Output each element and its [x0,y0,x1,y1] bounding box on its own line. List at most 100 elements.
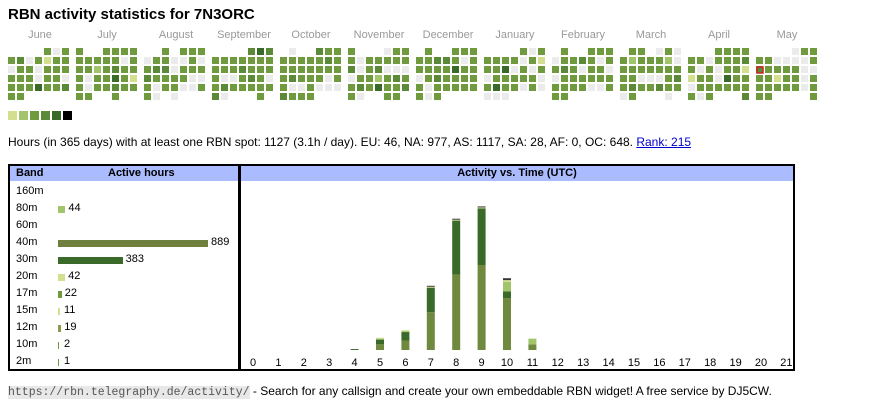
heatmap-day [620,75,627,82]
heatmap-day [212,84,219,91]
heatmap-day [434,75,441,82]
heatmap-day [316,48,323,55]
heatmap-day [629,93,636,100]
heatmap-day [810,75,817,82]
heatmap-day [112,48,119,55]
band-row: 15m 11 [10,302,238,319]
heatmap-day [112,57,119,64]
band-hours-value: 11 [64,304,75,316]
hour-bar-segment [427,287,435,288]
hour-tick-label: 0 [250,357,256,369]
heatmap-day [289,93,296,100]
heatmap-day [44,57,51,64]
heatmap-day [307,75,314,82]
heatmap-day [697,75,704,82]
time-chart-box: Activity vs. Time (UTC) 0 1 2 3 4 5 6 7 8 9 10 11 12… [239,164,795,371]
heatmap-day [597,75,604,82]
heatmap-day [502,75,509,82]
footer-url-link[interactable]: https://rbn.telegraphy.de/activity/ [8,386,250,399]
heatmap-day [121,84,128,91]
hour-bar-segment [478,208,486,265]
heatmap-day [348,84,355,91]
heatmap-day [144,84,151,91]
heatmap-day [706,57,713,64]
heatmap-day [289,66,296,73]
heatmap-day [416,57,423,64]
heatmap-day [180,48,187,55]
heatmap-day [375,84,382,91]
heatmap-day [316,57,323,64]
hour-bar-segment [427,312,435,350]
band-row: 10m 2 [10,336,238,353]
heatmap-day [452,84,459,91]
hour-bar-segment [478,265,486,350]
heatmap-day [452,75,459,82]
heatmap-day [434,93,441,100]
heatmap-day [103,75,110,82]
heatmap-day [366,84,373,91]
heatmap-day [162,84,169,91]
hour-bar-segment [452,274,460,350]
heatmap-day [375,75,382,82]
heatmap-day [561,84,568,91]
band-row: 160m [10,183,238,200]
hour-bar-segment [452,220,460,221]
heatmap-day [529,75,536,82]
heatmap-day [307,66,314,73]
heatmap-day [765,93,772,100]
heatmap-day [384,66,391,73]
heatmap-day [638,75,645,82]
heatmap-day [529,66,536,73]
hour-tick-label: 18 [704,357,716,369]
heatmap-day [221,93,228,100]
heatmap-day [606,66,613,73]
footer-text: - Search for any callsign and create you… [250,384,772,398]
heatmap-day [656,57,663,64]
heatmap-day [774,57,781,64]
heatmap-day [298,84,305,91]
heatmap-day [212,57,219,64]
heatmap-day [434,57,441,64]
heatmap-day [248,66,255,73]
heatmap-day [230,75,237,82]
heatmap-day [325,75,332,82]
activity-heatmap: June July August September October November De… [0,26,870,106]
hour-bar-segment [401,331,409,332]
heatmap-day [520,48,527,55]
rank-link[interactable]: Rank: 215 [636,135,691,149]
heatmap-day [280,75,287,82]
heatmap-day [520,84,527,91]
heatmap-day [774,84,781,91]
heatmap-day [765,57,772,64]
heatmap-day [130,66,137,73]
heatmap-day [307,93,314,100]
band-label: 2m [16,355,31,367]
heatmap-day [393,75,400,82]
heatmap-day [756,84,763,91]
heatmap-day [647,84,654,91]
heatmap-day [647,75,654,82]
heatmap-day [416,75,423,82]
heatmap-day [597,48,604,55]
band-table: Band Active hours 160m 80m 44 60m 40m 889 30m 3… [8,164,240,371]
heatmap-day [588,84,595,91]
heatmap-day [484,84,491,91]
heatmap-day [94,57,101,64]
heatmap-day [638,48,645,55]
band-label: 12m [16,321,37,333]
heatmap-day [493,75,500,82]
heatmap-day [26,75,33,82]
heatmap-day [76,75,83,82]
band-hours-bar [58,257,123,264]
heatmap-day [538,57,545,64]
heatmap-day [144,66,151,73]
hour-tick-label: 14 [602,357,614,369]
heatmap-day [597,84,604,91]
heatmap-day [130,48,137,55]
month-label: March [636,29,667,41]
hour-tick-label: 7 [428,357,434,369]
heatmap-day [153,57,160,64]
heatmap-day [8,93,15,100]
heatmap-day [17,75,24,82]
hour-tick-label: 20 [755,357,767,369]
